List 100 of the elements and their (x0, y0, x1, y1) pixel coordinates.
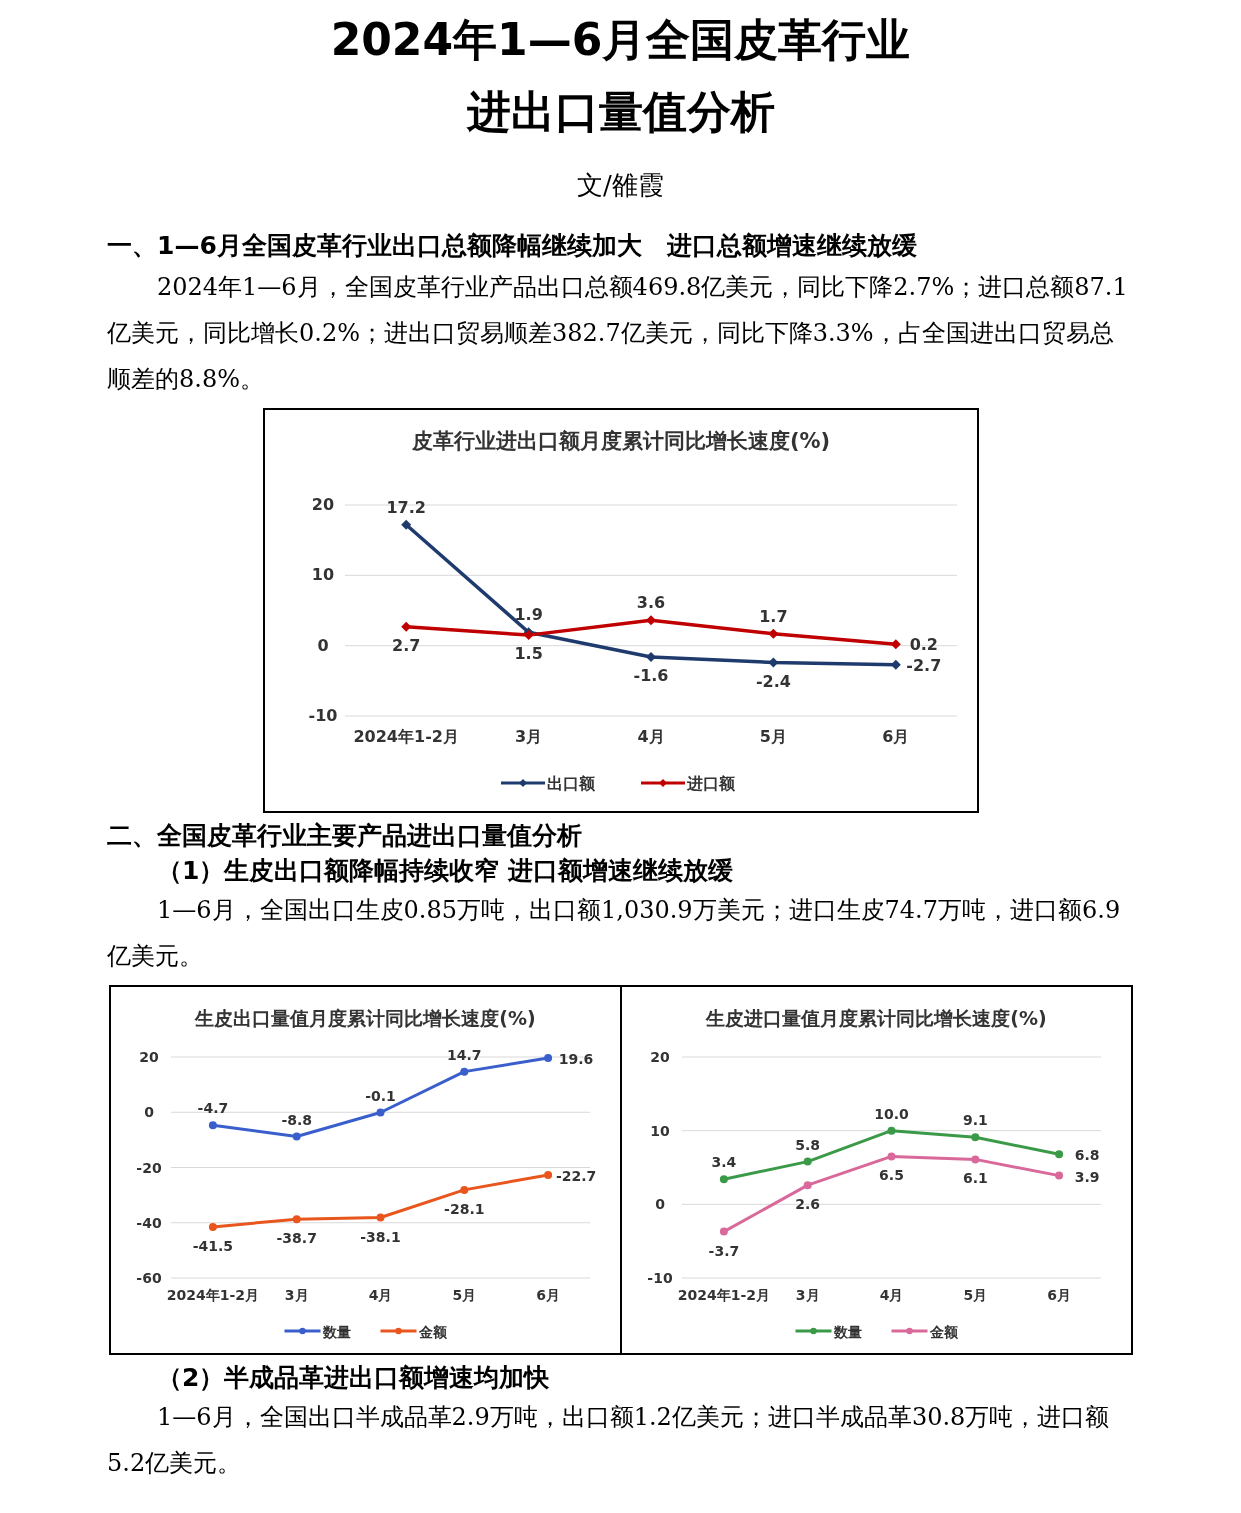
legend-label: 数量 (832, 1324, 861, 1340)
y-tick-label: -60 (135, 1270, 162, 1286)
x-tick-label: 3月 (284, 1287, 309, 1303)
data-label: -2.4 (755, 671, 791, 691)
data-label: 0.2 (909, 635, 938, 655)
x-tick-label: 6月 (1046, 1287, 1071, 1303)
data-label: -28.1 (443, 1200, 484, 1217)
point (292, 1132, 301, 1141)
x-tick-label: 3月 (795, 1287, 820, 1303)
x-tick-label: 3月 (514, 727, 542, 746)
point (887, 1126, 895, 1135)
x-tick-label: 2024年1-2月 (352, 727, 459, 746)
data-label: -38.7 (276, 1230, 317, 1247)
data-label: -4.7 (197, 1100, 228, 1117)
y-tick-label: -10 (646, 1270, 673, 1286)
chart-title: 生皮进口量值月度累计同比增长速度(%) (704, 1007, 1047, 1029)
text: （1）生皮出口额降幅持续收窄 进口额增速继续放缓 (157, 855, 735, 887)
point (1054, 1150, 1063, 1159)
point (208, 1222, 217, 1231)
data-label: 3.6 (636, 593, 665, 613)
data-label: -8.8 (280, 1111, 312, 1128)
x-tick-label: 4月 (368, 1287, 392, 1303)
data-label: 9.1 (962, 1112, 988, 1129)
y-tick-label: 0 (143, 1104, 154, 1121)
y-tick-label: -40 (135, 1214, 162, 1231)
text: 2024年1—6月，全国皮革行业产品出口总额469.8亿美元，同比下降2.7%；进口总额87.1亿美元，同比增长0.2%；进出口贸易顺差382.7亿美元，同比下降3.3%，占全国进出口贸易总顺差的8.8%。 (107, 272, 1129, 395)
data-label: -41.5 (192, 1237, 233, 1254)
y-tick-label: -10 (308, 706, 337, 725)
text: 2024年1—6月全国皮革行业进出口量值分析 (329, 13, 912, 139)
y-tick-label: 20 (138, 1049, 159, 1065)
point (376, 1108, 384, 1117)
point (719, 1175, 728, 1184)
data-label: -1.6 (633, 665, 668, 685)
point (890, 639, 901, 650)
data-label: 3.9 (1074, 1168, 1100, 1185)
text: 二、全国皮革行业主要产品进出口量值分析 (107, 820, 583, 852)
point (400, 519, 411, 530)
data-label: -22.7 (555, 1167, 596, 1184)
data-label: -38.1 (359, 1228, 401, 1245)
legend-label: 进口额 (685, 774, 736, 793)
text: 1—6月，全国出口生皮0.85万吨，出口额1,030.9万美元；进口生皮74.7万吨，进口额6.9亿美元。 (107, 895, 1122, 972)
chart-title: 皮革行业进出口额月度累计同比增长速度(%) (410, 429, 830, 453)
point (292, 1215, 301, 1224)
y-tick-label: 10 (649, 1122, 670, 1139)
point (459, 1067, 468, 1076)
text: 文/雒霞 (576, 169, 665, 202)
data-label: 3.4 (710, 1154, 737, 1171)
legend-label: 金额 (928, 1324, 958, 1340)
point (1054, 1171, 1063, 1180)
data-label: -0.1 (364, 1087, 396, 1104)
data-label: 6.1 (962, 1170, 988, 1187)
point (970, 1133, 979, 1142)
data-label: 1.7 (758, 606, 788, 626)
data-label: 17.2 (385, 497, 426, 517)
data-label: 1.9 (513, 605, 543, 625)
x-tick-label: 4月 (636, 727, 665, 746)
text: 1—6月，全国出口半成品革2.9万吨，出口额1.2亿美元；进口半成品革30.8万吨，进口额5.2亿美元。 (107, 1402, 1111, 1479)
point (645, 651, 656, 662)
data-label: -3.7 (708, 1242, 739, 1259)
chart-title: 生皮出口量值月度累计同比增长速度(%) (193, 1007, 536, 1029)
y-tick-label: 0 (654, 1196, 665, 1213)
text: 一、1—6月全国皮革行业出口总额降幅继续加大 进口总额增速继续放缓 (107, 230, 918, 262)
legend-label: 出口额 (546, 774, 596, 793)
y-tick-label: 20 (311, 495, 334, 514)
data-label: 2.6 (794, 1196, 820, 1213)
x-tick-label: 2024年1-2月 (677, 1287, 770, 1303)
point (543, 1054, 552, 1063)
legend-label: 数量 (321, 1324, 350, 1340)
point (803, 1157, 812, 1166)
y-tick-label: 10 (311, 565, 334, 585)
legend-label: 金额 (417, 1324, 447, 1340)
data-label: 6.5 (878, 1167, 904, 1184)
data-label: 10.0 (873, 1105, 909, 1122)
x-tick-label: 4月 (879, 1287, 903, 1303)
x-tick-label: 2024年1-2月 (166, 1287, 259, 1303)
data-label: 14.7 (446, 1046, 482, 1063)
y-tick-label: 0 (316, 635, 329, 655)
x-tick-label: 6月 (881, 727, 909, 746)
point (887, 1152, 895, 1161)
data-label: 2.7 (391, 635, 420, 655)
point (376, 1213, 384, 1222)
y-tick-label: -20 (135, 1159, 162, 1176)
point (400, 621, 411, 632)
point (459, 1185, 468, 1194)
data-label: 19.6 (558, 1051, 593, 1068)
x-tick-label: 5月 (962, 1287, 987, 1303)
x-tick-label: 5月 (759, 727, 787, 746)
x-tick-label: 6月 (535, 1287, 560, 1303)
point (803, 1181, 812, 1190)
point (208, 1121, 217, 1130)
data-label: 1.5 (513, 644, 543, 664)
point (970, 1155, 979, 1164)
data-label: -2.7 (905, 655, 941, 675)
y-tick-label: 20 (649, 1049, 670, 1065)
point (543, 1170, 552, 1179)
text: （2）半成品革进出口额增速均加快 (157, 1362, 551, 1394)
data-label: 5.8 (794, 1136, 820, 1153)
data-label: 6.8 (1074, 1147, 1100, 1164)
x-tick-label: 5月 (451, 1287, 476, 1303)
point (719, 1227, 728, 1236)
